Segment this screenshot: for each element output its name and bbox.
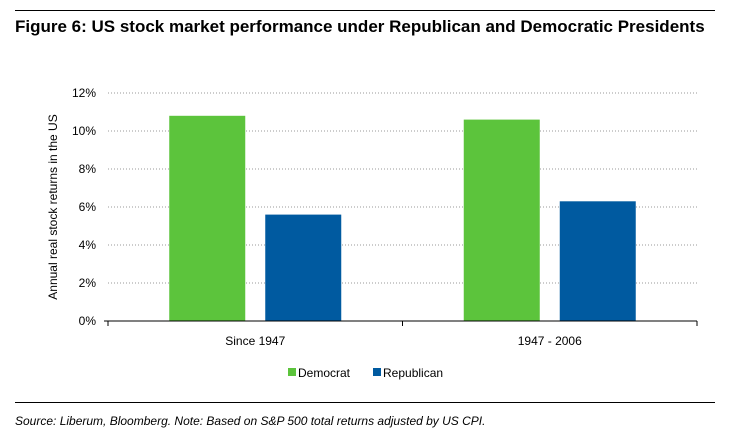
y-tick-label: 4% xyxy=(79,238,97,252)
x-category-label: Since 1947 xyxy=(225,334,285,348)
source-note: Source: Liberum, Bloomberg. Note: Based … xyxy=(15,414,486,428)
y-tick-label: 0% xyxy=(79,314,97,328)
gridlines xyxy=(108,92,697,284)
chart-title: Figure 6: US stock market performance un… xyxy=(15,17,705,36)
y-axis-ticks: 0% 2% 4% 6% 8% 10% 12% xyxy=(72,86,96,328)
legend-label-republican: Republican xyxy=(383,366,443,380)
bar-democrat-2 xyxy=(463,119,540,321)
y-tick-label: 10% xyxy=(72,124,96,138)
y-axis-label: Annual real stock returns in the US xyxy=(46,114,60,299)
y-tick-label: 6% xyxy=(79,200,97,214)
bar-democrat-1 xyxy=(169,115,246,321)
bars xyxy=(169,115,636,321)
bar-republican-1 xyxy=(265,214,342,321)
bar-republican-2 xyxy=(559,201,636,321)
legend-swatch-republican xyxy=(373,368,381,376)
legend-swatch-democrat xyxy=(288,368,296,376)
bottom-rule xyxy=(15,402,715,403)
legend: Democrat Republican xyxy=(288,366,443,380)
y-tick-label: 12% xyxy=(72,86,96,100)
x-category-label: 1947 - 2006 xyxy=(518,334,582,348)
y-tick-label: 2% xyxy=(79,276,97,290)
top-rule xyxy=(15,10,715,11)
y-tick-label: 8% xyxy=(79,162,97,176)
x-axis: Since 1947 1947 - 2006 xyxy=(104,320,698,348)
legend-label-democrat: Democrat xyxy=(298,366,351,380)
